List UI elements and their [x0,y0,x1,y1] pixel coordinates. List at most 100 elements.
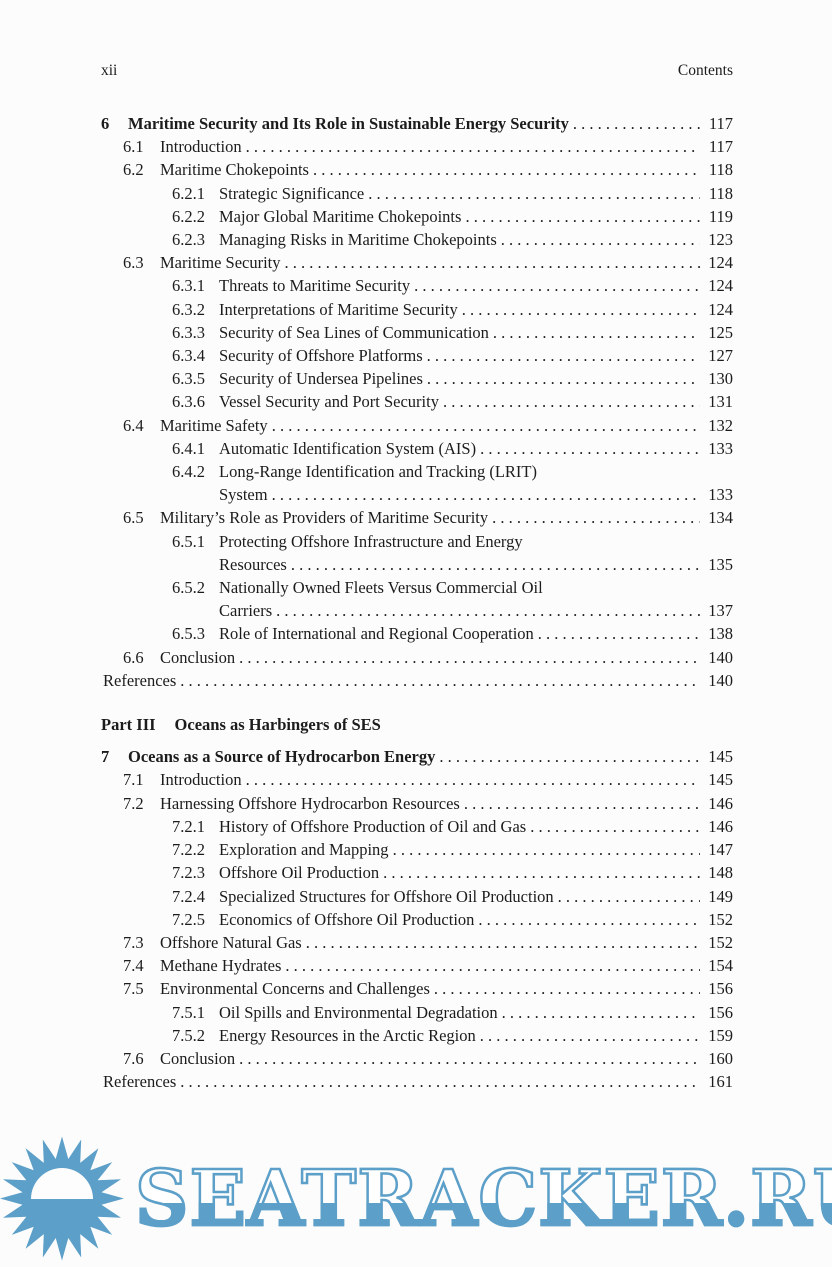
watermark: SEATRACKER.RU [0,1134,832,1263]
toc-entry: 6.4 Maritime Safety 132 [123,414,733,437]
table-of-contents: 6 Maritime Security and Its Role in Susta… [0,80,832,1093]
entry-number: 7.2.4 [172,886,205,906]
entry-title: Methane Hydrates [160,956,282,976]
sun-icon [0,1135,131,1262]
entry-title: Oceans as Harbingers of SES [174,715,381,735]
dot-leader [427,344,700,367]
entry-title: Oil Spills and Environmental Degradation [219,1002,498,1022]
entry-number: 6.4.2 [172,462,205,482]
entry-page: 117 [708,114,733,133]
toc-entry: 6.5.1 Protecting Offshore Infrastructure … [172,530,733,576]
entry-page: 135 [708,554,733,574]
entry-title: Offshore Natural Gas [160,932,302,952]
entry-number: 6.6 [123,647,144,667]
toc-entry: 6.3.2 Interpretations of Maritime Securit… [172,298,733,321]
entry-number: 7.3 [123,932,144,952]
entry-page: 118 [708,160,733,180]
entry-page: 152 [708,932,733,952]
toc-entry: 7.2.4 Specialized Structures for Offshore… [172,885,733,908]
entry-title: Managing Risks in Maritime Chokepoints [219,230,497,250]
entry-title: Harnessing Offshore Hydrocarbon Resource… [160,793,460,813]
entry-page: 119 [708,206,733,226]
entry-page: 118 [708,183,733,203]
entry-page: 147 [708,840,733,860]
entry-title: Long-Range Identification and Tracking (… [219,462,538,482]
entry-number: 6.3.1 [172,276,205,296]
entry-number: 6.3 [123,253,144,273]
entry-page: 137 [708,601,733,621]
toc-entry: 7.6 Conclusion 160 [123,1047,733,1070]
entry-title: Interpretations of Maritime Security [219,299,458,319]
entry-title: Maritime Safety [160,415,268,435]
entry-title: Strategic Significance [219,183,365,203]
entry-number: 6.2.2 [172,206,205,226]
dot-leader [246,135,700,158]
entry-page: 146 [708,793,733,813]
folio-page-number: xii [101,62,118,79]
entry-number: 7.6 [123,1048,144,1068]
dot-leader [478,908,700,931]
entry-number: 6.3.5 [172,369,205,389]
entry-lines: Long-Range Identification and Tracking (… [219,460,733,506]
dot-leader [285,954,700,977]
dot-leader [285,251,700,274]
entry-number: 7.5.1 [172,1002,205,1022]
toc-entry: 6.2.1 Strategic Significance 118 [172,182,733,205]
toc-entry: 6.5 Military’s Role as Providers of Marit… [123,506,733,529]
entry-title: History of Offshore Production of Oil an… [219,816,527,836]
entry-number: 7.2.2 [172,840,205,860]
entry-page: 156 [708,979,733,999]
dot-leader [502,1001,700,1024]
dot-leader [501,228,700,251]
dot-leader [443,390,700,413]
entry-page: 134 [708,508,733,528]
entry-number: 6.5 [123,508,144,528]
entry-page: 127 [708,346,733,366]
dot-leader [439,745,700,768]
entry-title: Offshore Oil Production [219,863,380,883]
toc-entry: 7.5.2 Energy Resources in the Arctic Regi… [172,1024,733,1047]
entry-title: Nationally Owned Fleets Versus Commercia… [219,578,543,598]
watermark-text: SEATRACKER.RU [134,1159,832,1239]
entry-page: 149 [708,886,733,906]
dot-leader [239,646,700,669]
entry-page: 156 [708,1002,733,1022]
dot-leader [383,861,700,884]
toc-entry: 6.5.2 Nationally Owned Fleets Versus Comm… [172,576,733,622]
entry-page: 124 [708,253,733,273]
toc-entry: 7.2.5 Economics of Offshore Oil Productio… [172,908,733,931]
entry-number: 6.2.3 [172,230,205,250]
entry-title-line2: Carriers [219,601,273,621]
dot-leader [427,367,700,390]
entry-page: 154 [708,956,733,976]
entry-title-line2: Resources [219,554,287,574]
entry-number: 6.4 [123,415,144,435]
toc-entry: References 140 [103,669,733,692]
dot-leader [480,437,700,460]
entry-title: Specialized Structures for Offshore Oil … [219,886,554,906]
dot-leader [493,321,700,344]
entry-page: 138 [708,624,733,644]
entry-title-continued: Carriers 137 [219,599,733,622]
entry-page: 152 [708,909,733,929]
toc-entry: 6.1 Introduction 117 [123,135,733,158]
entry-page: 117 [708,137,733,157]
toc-entry: 6.4.1 Automatic Identification System (AI… [172,437,733,460]
toc-entry: 6 Maritime Security and Its Role in Susta… [101,112,733,135]
entry-title: Automatic Identification System (AIS) [219,438,477,458]
entry-number: 6.4.1 [172,438,205,458]
entry-title: Vessel Security and Port Security [219,392,439,412]
entry-title-line2: System [219,485,268,505]
entry-number: 6.3.2 [172,299,205,319]
toc-entry: 7.2 Harnessing Offshore Hydrocarbon Resou… [123,792,733,815]
entry-page: 133 [708,438,733,458]
toc-entry: 7.3 Offshore Natural Gas 152 [123,931,733,954]
entry-title: Security of Offshore Platforms [219,346,423,366]
entry-page: 124 [708,299,733,319]
toc-entry: 6.3 Maritime Security 124 [123,251,733,274]
entry-title: Maritime Security and Its Role in Sustai… [128,114,569,133]
dot-leader [239,1047,700,1070]
toc-entry: 6.2.2 Major Global Maritime Chokepoints 11… [172,205,733,228]
entry-page: 131 [708,392,733,412]
entry-title: Oceans as a Source of Hydrocarbon Energy [128,747,436,767]
